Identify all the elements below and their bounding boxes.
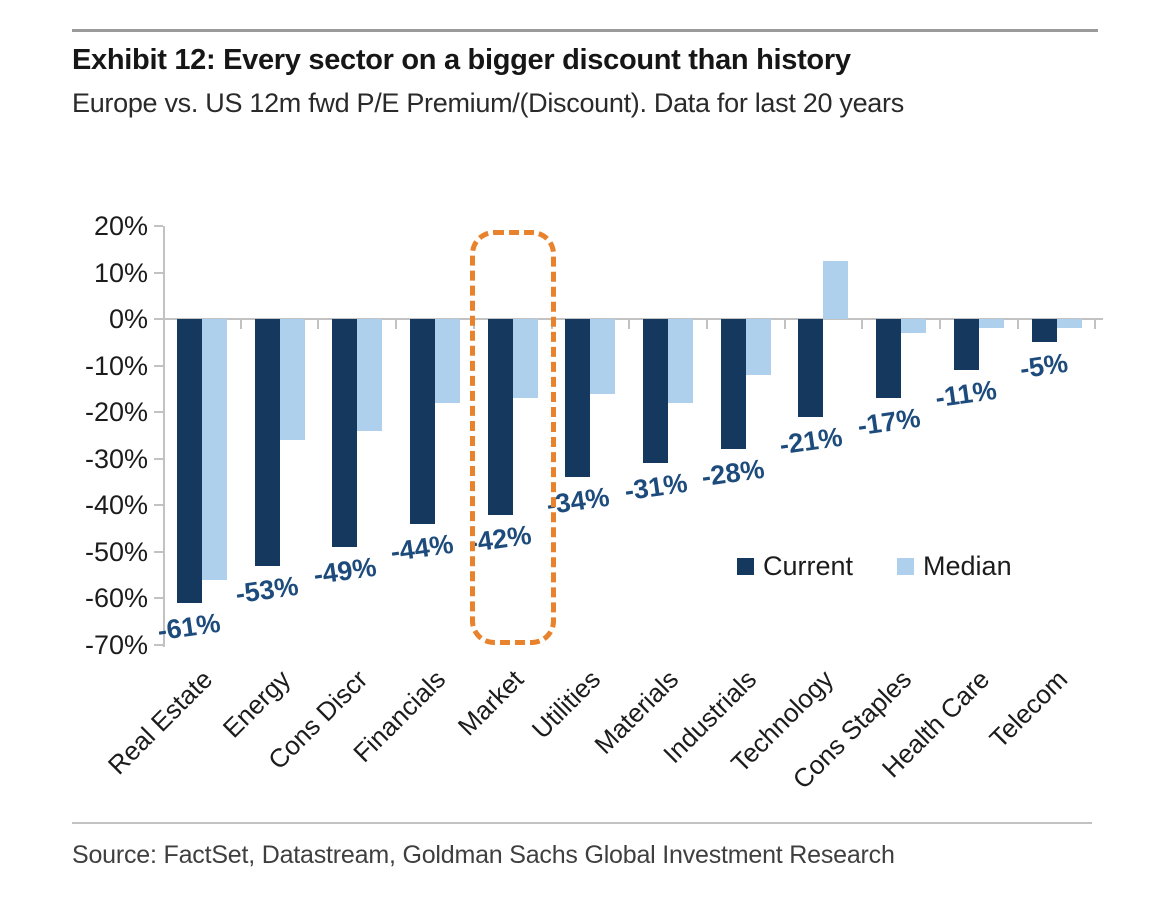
top-rule [72,29,1098,32]
bottom-rule [72,822,1092,824]
y-tick-mark [154,318,163,321]
y-tick-mark [154,550,163,553]
bar-current [176,319,202,604]
y-tick-label: -10% [84,350,148,381]
y-tick-mark [154,225,163,227]
bar-median [590,319,616,394]
x-category-label: Materials [588,664,685,760]
x-tick-mark [783,320,786,330]
x-category-label: Health Care [875,664,996,784]
x-category-label: Telecom [983,664,1073,754]
x-tick-mark [317,320,320,330]
value-label: -5% [1018,348,1070,385]
bar-median [668,319,694,403]
exhibit-title: Exhibit 12: Every sector on a bigger dis… [72,44,851,76]
median-series-swatch-icon [897,557,915,575]
y-tick-mark [154,504,163,507]
x-category-label: Financials [347,664,452,768]
bar-median [279,319,305,441]
bar-current [332,319,358,548]
x-tick-mark [705,320,708,330]
bar-median [512,319,538,399]
y-tick-label: -50% [84,536,148,567]
bar-current [798,319,824,417]
bar-median [745,319,771,375]
y-tick-label: -40% [84,490,148,521]
x-tick-mark [1094,320,1097,330]
bar-median [201,319,227,580]
current-series-swatch-icon [737,557,754,575]
x-category-label: Technology [725,664,840,779]
bar-median [1056,319,1082,329]
chart-legend: Current Median [737,550,1012,582]
bar-median [978,319,1004,329]
y-tick-label: 10% [93,257,148,288]
y-tick-mark [154,411,163,414]
x-category-label: Market [451,664,529,742]
bar-current [1031,319,1057,343]
x-tick-mark [395,320,398,330]
exhibit-subtitle: Europe vs. US 12m fwd P/E Premium/(Disco… [72,88,904,118]
y-tick-mark [154,271,163,274]
legend-item-median: Median [897,551,1012,582]
y-tick-label: -30% [84,443,148,474]
bar-current [409,319,435,524]
legend-label-current: Current [763,550,854,581]
bar-median [901,319,927,334]
x-tick-mark [239,320,242,330]
bar-current [953,319,979,371]
bar-median [357,319,383,431]
bar-median [823,260,849,320]
bar-current [254,319,280,566]
highlight-box [469,230,556,645]
source-text: Source: FactSet, Datastream, Goldman Sac… [72,841,895,869]
chart-area: 20% 10% 0% -10% -20% -30% -40% -50% -60% -70% -61%… [84,211,1103,795]
y-tick-mark [154,457,163,460]
y-axis-line [163,226,165,647]
bar-current [643,319,669,464]
bar-current [487,319,513,515]
x-category-label: Cons Discr [262,664,374,776]
legend-label-median: Median [923,550,1012,581]
y-tick-label: -20% [84,397,148,428]
x-tick-mark [939,320,941,330]
y-tick-mark [154,644,163,646]
zero-line [163,318,1103,321]
y-tick-label: -70% [84,630,148,660]
y-tick-label: -60% [84,583,148,614]
y-tick-label: 20% [93,211,148,241]
x-tick-mark [861,320,864,330]
bar-median [434,319,460,403]
x-tick-mark [628,320,631,330]
legend-item-current: Current [737,551,853,582]
bar-current [565,319,591,478]
bar-current [876,319,902,399]
bar-current [720,319,746,450]
x-category-label: Real Estate [101,664,219,781]
y-tick-mark [154,364,163,367]
x-category-label: Energy [216,664,296,744]
y-tick-mark [154,597,163,600]
x-category-label: Utilities [526,664,607,745]
x-category-label: Industrials [656,664,762,770]
y-tick-label: 0% [108,304,148,335]
x-tick-mark [1016,320,1019,330]
